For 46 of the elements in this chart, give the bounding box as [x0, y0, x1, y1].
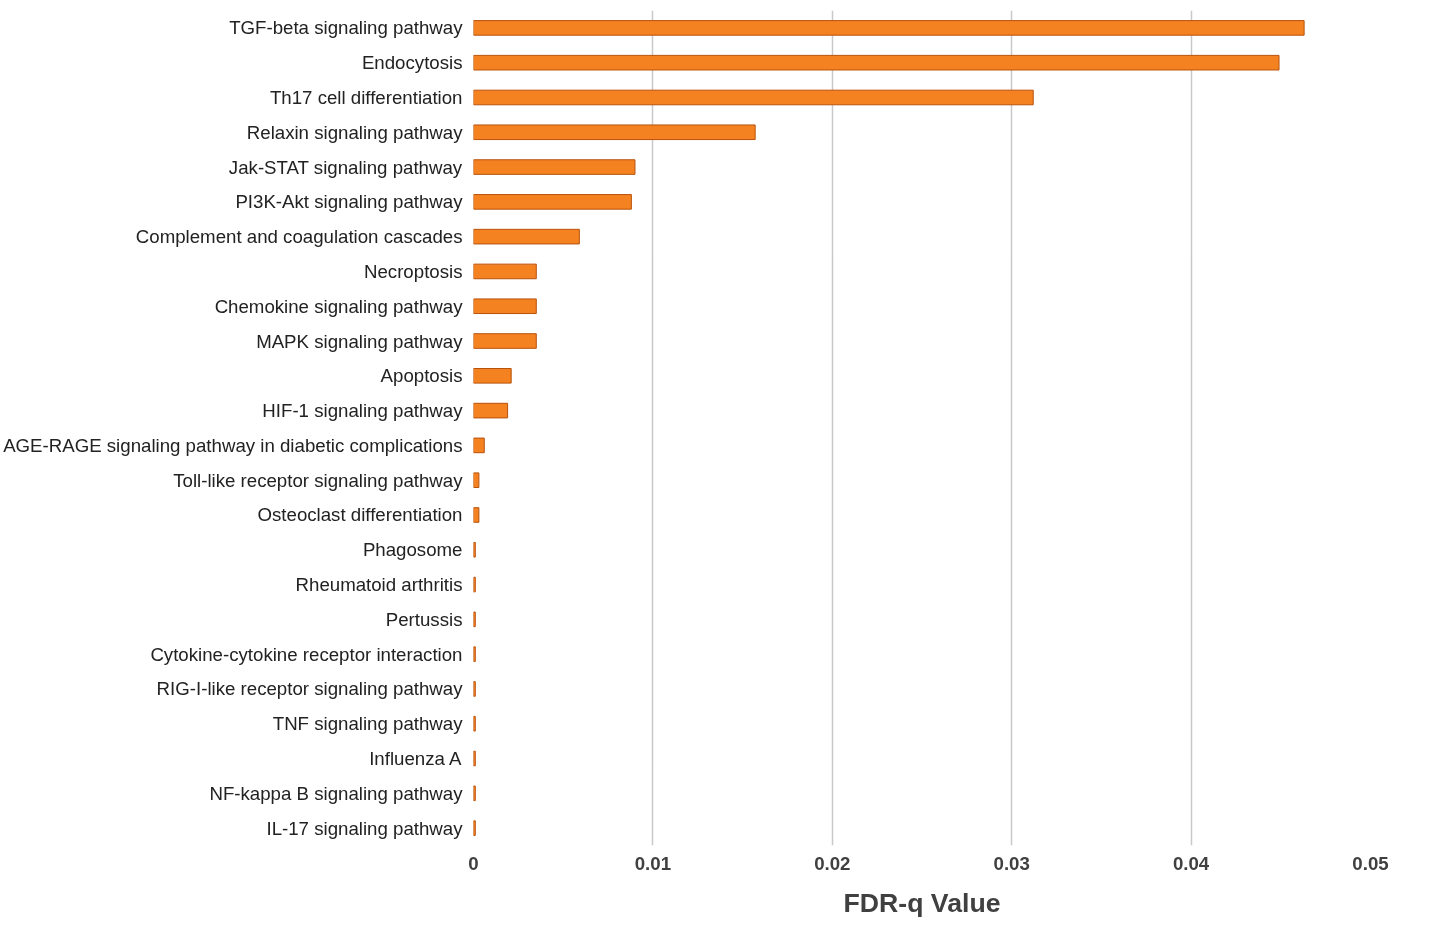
x-tick-label: 0.01: [634, 852, 672, 874]
bar: [473, 402, 509, 419]
y-tick-label: Apoptosis: [380, 365, 463, 387]
y-tick-label: PI3K-Akt signaling pathway: [235, 191, 464, 213]
y-tick-label: Rheumatoid arthritis: [295, 574, 463, 596]
y-tick-label: Pertussis: [385, 608, 463, 630]
y-tick-label: Jak-STAT signaling pathway: [228, 156, 463, 178]
x-tick-label: 0.04: [1172, 852, 1210, 874]
bar: [473, 333, 537, 349]
bar: [473, 263, 537, 280]
x-axis-title: FDR-q Value: [843, 887, 1001, 918]
bar: [473, 89, 1034, 106]
y-tick-label: AGE-RAGE signaling pathway in diabetic complications: [3, 434, 463, 456]
y-tick-label: TGF-beta signaling pathway: [229, 17, 464, 39]
y-tick-label: HIF-1 signaling pathway: [262, 400, 464, 422]
y-tick-label: NF-kappa B signaling pathway: [209, 782, 464, 804]
y-tick-label: Chemokine signaling pathway: [214, 295, 464, 317]
y-tick-label: Endocytosis: [361, 52, 463, 74]
bar: [473, 124, 756, 141]
x-tick-label: 0.02: [814, 852, 851, 874]
bar: [473, 20, 1305, 36]
y-tick-label: MAPK signaling pathway: [256, 330, 464, 352]
y-tick-label: TNF signaling pathway: [272, 713, 464, 735]
bar: [473, 54, 1280, 71]
y-tick-label: Osteoclast differentiation: [257, 504, 463, 526]
bar: [473, 437, 485, 454]
x-tick-label: 0: [468, 852, 479, 874]
x-tick-label: 0.03: [993, 852, 1030, 874]
bar: [473, 507, 480, 523]
bar: [473, 159, 636, 175]
bar: [473, 194, 632, 210]
bar: [473, 228, 580, 245]
bar: [473, 298, 537, 315]
y-tick-label: Toll-like receptor signaling pathway: [173, 469, 464, 491]
x-tick-label: 0.05: [1352, 852, 1389, 874]
bar: [473, 472, 480, 488]
y-tick-label: Phagosome: [362, 539, 463, 561]
y-tick-label: Complement and coagulation cascades: [135, 226, 463, 248]
y-tick-label: Th17 cell differentiation: [269, 86, 463, 108]
y-tick-label: RIG-I-like receptor signaling pathway: [156, 678, 464, 700]
y-tick-label: Cytokine-cytokine receptor interaction: [150, 643, 463, 665]
y-tick-label: IL-17 signaling pathway: [266, 817, 464, 839]
y-tick-label: Relaxin signaling pathway: [246, 121, 464, 143]
y-tick-label: Necroptosis: [364, 260, 463, 282]
bar: [473, 368, 512, 384]
y-tick-label: Influenza A: [369, 748, 463, 770]
